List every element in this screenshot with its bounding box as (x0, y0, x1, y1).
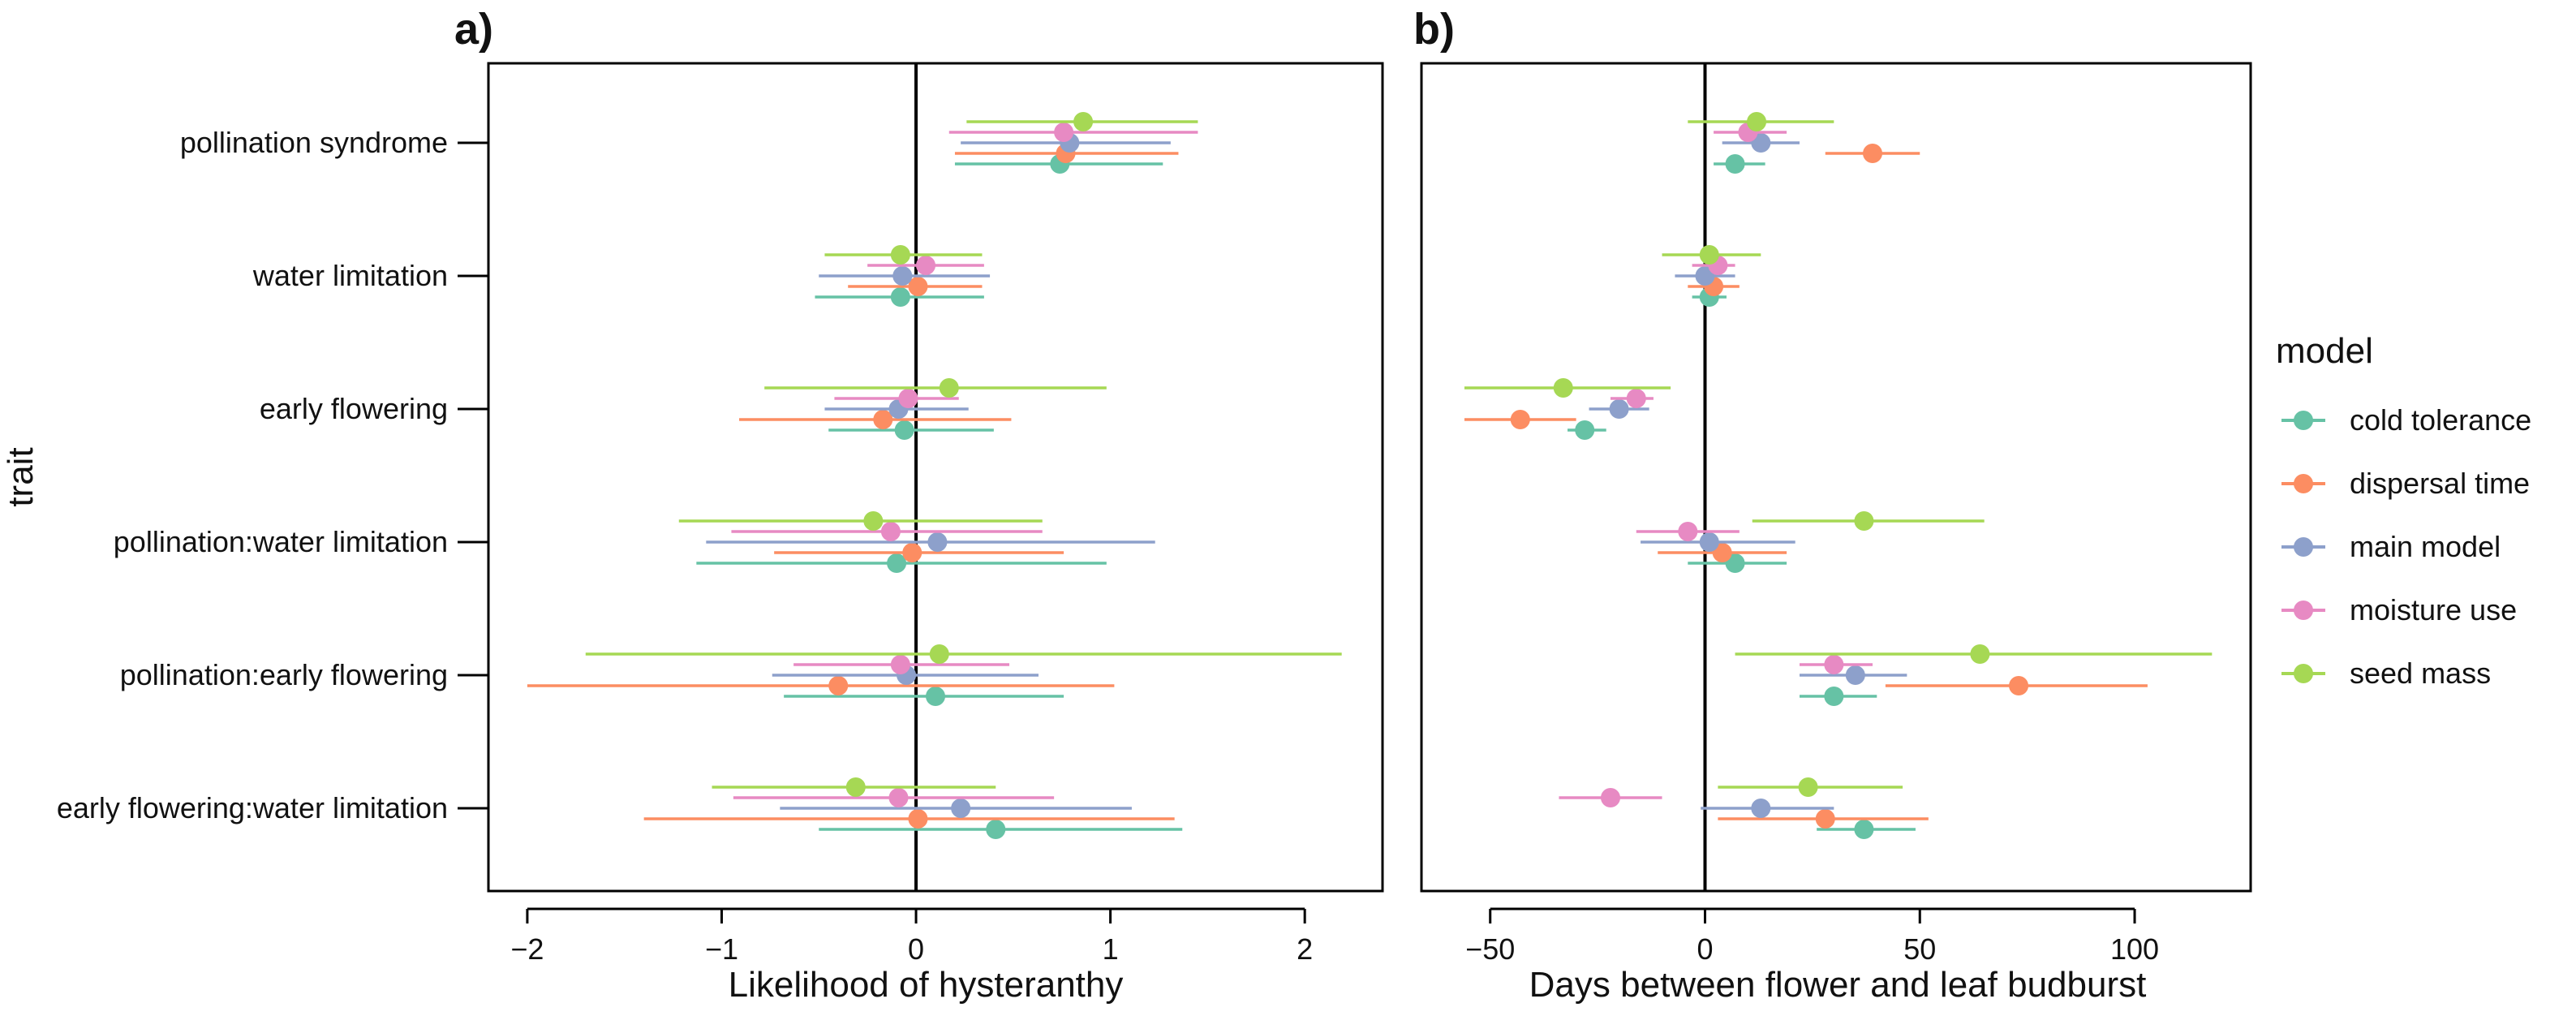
estimate-point (1600, 788, 1620, 807)
legend-label: dispersal time (2350, 467, 2530, 500)
estimate-point (1712, 543, 1732, 562)
estimate-point (892, 266, 913, 286)
estimate-point (1798, 777, 1818, 797)
estimate-point (1725, 154, 1745, 174)
estimate-point (1699, 532, 1719, 552)
estimate-point (927, 532, 948, 552)
estimate-point (887, 553, 907, 573)
estimate-point (986, 820, 1006, 839)
x-tick-label: 50 (1903, 932, 1936, 966)
legend-title: model (2276, 331, 2373, 371)
panel-b-x-axis-title: Days between flower and leaf budburst (1529, 965, 2147, 1005)
estimate-point (1751, 799, 1771, 818)
estimate-point (845, 777, 866, 797)
estimate-point (1863, 144, 1883, 163)
estimate-point (890, 245, 910, 265)
trait-label: water limitation (252, 259, 448, 292)
x-tick-label: 0 (908, 932, 924, 966)
estimate-point (1699, 245, 1719, 265)
panel-a-x-axis-title: Likelihood of hysteranthy (729, 965, 1124, 1005)
estimate-point (1575, 420, 1595, 440)
legend-marker (2294, 664, 2313, 683)
estimate-point (939, 378, 959, 398)
legend-marker (2294, 411, 2313, 430)
estimate-point (926, 687, 945, 706)
estimate-point (1824, 655, 1844, 674)
estimate-point (902, 543, 922, 562)
estimate-point (1678, 522, 1698, 541)
legend-label: moisture use (2350, 593, 2517, 626)
estimate-point (1553, 378, 1573, 398)
legend-label: main model (2350, 530, 2501, 563)
x-tick-label: −1 (705, 932, 738, 966)
x-tick-label: 0 (1697, 932, 1713, 966)
panel-b-x-axis: −50 0 50 100 (1465, 907, 2159, 966)
estimate-point (1747, 112, 1767, 131)
estimate-point (2009, 676, 2029, 695)
legend-marker (2294, 601, 2313, 620)
estimate-point (916, 256, 936, 275)
panel-b-frame (1420, 62, 2252, 893)
estimate-point (880, 522, 901, 541)
y-axis-title: trait (1, 447, 41, 506)
legend-label: seed mass (2350, 657, 2491, 690)
x-tick-label: −50 (1465, 932, 1515, 966)
estimate-point (1510, 410, 1530, 429)
estimate-point (894, 420, 914, 440)
x-tick-label: 2 (1297, 932, 1313, 966)
trait-label: pollination:water limitation (114, 525, 448, 558)
estimate-point (890, 655, 910, 674)
estimate-point (1751, 133, 1771, 153)
estimate-point (888, 788, 909, 807)
estimate-point (898, 389, 918, 408)
estimate-point (1815, 809, 1835, 829)
panel-a-x-axis: −2 −1 0 1 2 (510, 907, 1313, 966)
estimate-point (1854, 511, 1874, 531)
estimate-point (951, 799, 971, 818)
panel-a-marks (527, 63, 1342, 891)
estimate-point (890, 287, 910, 307)
estimate-point (908, 277, 928, 296)
trait-label: early flowering:water limitation (57, 791, 448, 824)
estimate-point (1073, 112, 1094, 131)
legend-marker (2294, 537, 2313, 557)
estimate-point (1970, 644, 1990, 664)
x-tick-label: 1 (1103, 932, 1119, 966)
panel-b-letter: b) (1413, 5, 1455, 54)
panel-a-letter: a) (454, 5, 493, 54)
legend-marker (2294, 474, 2313, 493)
trait-label: pollination:early flowering (120, 658, 448, 691)
trait-label: early flowering (260, 392, 448, 425)
trait-label: pollination syndrome (180, 126, 448, 159)
estimate-point (1626, 389, 1646, 408)
estimate-point (929, 644, 949, 664)
trait-axis: pollination syndrome water limitation earl… (57, 126, 488, 824)
estimate-point (1845, 665, 1865, 685)
panel-b: b) −50 0 50 100 Days between flower and lea… (1413, 5, 2252, 1005)
estimate-point (1054, 123, 1074, 142)
panel-a-frame (487, 62, 1384, 893)
legend-entries: cold tolerance dispersal time main model mo… (2281, 403, 2531, 690)
estimate-point (1725, 553, 1745, 573)
estimate-point (908, 809, 928, 829)
x-tick-label: −2 (510, 932, 544, 966)
x-tick-label: 100 (2110, 932, 2159, 966)
estimate-point (1609, 399, 1629, 419)
estimate-point (828, 676, 849, 695)
estimate-point (863, 511, 884, 531)
legend: model cold tolerance dispersal time main m… (2276, 331, 2531, 690)
panel-b-marks (1464, 63, 2213, 891)
legend-label: cold tolerance (2350, 403, 2531, 437)
estimate-point (1854, 820, 1874, 839)
estimate-point (1824, 687, 1844, 706)
panel-a: a) −2 −1 0 1 2 pollination syndrome water lim… (57, 5, 1384, 1005)
estimate-point (873, 410, 893, 429)
estimate-point (1695, 266, 1715, 286)
